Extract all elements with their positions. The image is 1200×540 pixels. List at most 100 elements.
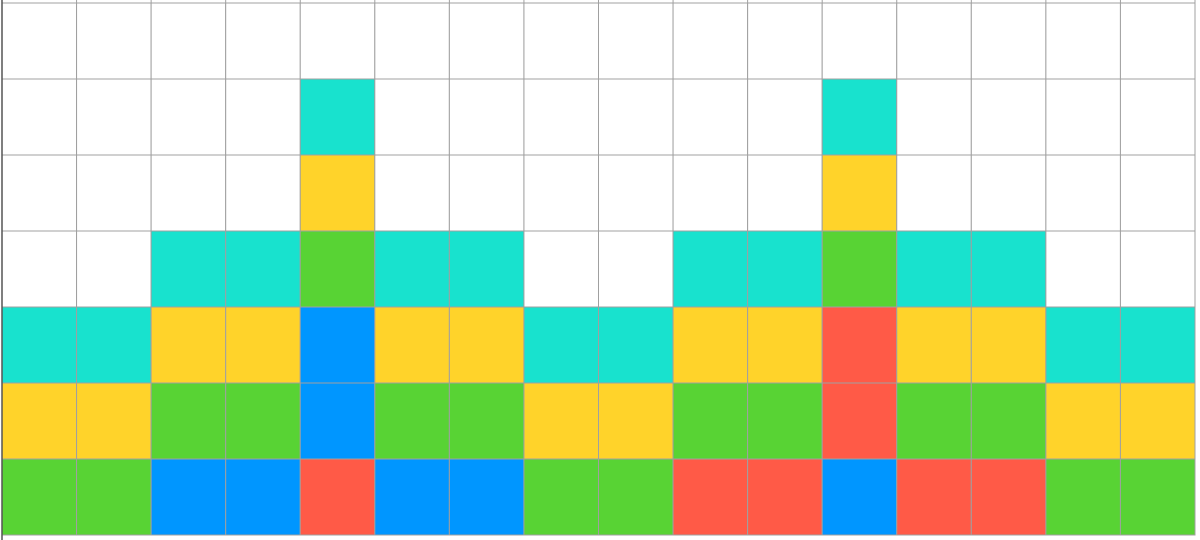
block (374, 306, 450, 384)
empty-cell (1119, 78, 1196, 156)
block (821, 382, 898, 460)
empty-cell (672, 2, 749, 80)
block (1119, 382, 1196, 460)
block (672, 458, 749, 536)
block (76, 382, 152, 460)
empty-cell (374, 154, 450, 232)
empty-cell (523, 78, 599, 156)
block (374, 230, 450, 308)
block (896, 382, 972, 460)
block (299, 306, 376, 384)
block (598, 458, 674, 536)
block (374, 458, 450, 536)
block (448, 306, 525, 384)
empty-cell (76, 2, 152, 80)
block (970, 306, 1047, 384)
block (896, 306, 972, 384)
block (970, 458, 1047, 536)
block (821, 154, 898, 232)
block (299, 230, 376, 308)
empty-cell (1119, 154, 1196, 232)
empty-cell (299, 2, 376, 80)
block (1, 458, 78, 536)
block (598, 382, 674, 460)
block (150, 458, 227, 536)
empty-cell (225, 2, 301, 80)
empty-cell (150, 2, 227, 80)
block (150, 230, 227, 308)
empty-cell (1, 78, 78, 156)
empty-cell (1, 154, 78, 232)
empty-cell (970, 2, 1047, 80)
empty-cell (1119, 230, 1196, 308)
block (299, 458, 376, 536)
block (821, 458, 898, 536)
empty-cell (598, 230, 674, 308)
block (672, 306, 749, 384)
block (225, 306, 301, 384)
block (747, 306, 823, 384)
empty-cell (747, 154, 823, 232)
empty-cell (1119, 2, 1196, 80)
block (821, 230, 898, 308)
empty-cell (970, 78, 1047, 156)
block (523, 458, 599, 536)
block (523, 306, 599, 384)
block (747, 458, 823, 536)
block (1119, 306, 1196, 384)
empty-cell (672, 78, 749, 156)
empty-cell (448, 2, 525, 80)
empty-cell (747, 78, 823, 156)
block (896, 230, 972, 308)
empty-cell (1045, 154, 1121, 232)
empty-cell (1, 230, 78, 308)
block (1119, 458, 1196, 536)
empty-cell (523, 154, 599, 232)
block (896, 458, 972, 536)
block (225, 230, 301, 308)
block (1045, 458, 1121, 536)
block (299, 154, 376, 232)
empty-cell (225, 154, 301, 232)
empty-cell (747, 2, 823, 80)
empty-cell (523, 2, 599, 80)
empty-cell (598, 154, 674, 232)
block (747, 382, 823, 460)
block (598, 306, 674, 384)
empty-cell (448, 154, 525, 232)
block (970, 382, 1047, 460)
empty-cell (76, 230, 152, 308)
empty-cell (1045, 2, 1121, 80)
block (225, 458, 301, 536)
block (225, 382, 301, 460)
empty-cell (523, 230, 599, 308)
block (1045, 306, 1121, 384)
empty-cell (225, 78, 301, 156)
block (523, 382, 599, 460)
block (150, 382, 227, 460)
block (821, 78, 898, 156)
empty-cell (374, 78, 450, 156)
block (1, 382, 78, 460)
empty-cell (1, 2, 78, 80)
empty-cell (896, 154, 972, 232)
empty-cell (150, 154, 227, 232)
block (1045, 382, 1121, 460)
block (76, 306, 152, 384)
empty-cell (970, 154, 1047, 232)
empty-cell (821, 2, 898, 80)
block (970, 230, 1047, 308)
empty-cell (896, 78, 972, 156)
empty-cell (76, 78, 152, 156)
empty-cell (448, 78, 525, 156)
block (150, 306, 227, 384)
block (672, 230, 749, 308)
empty-cell (598, 2, 674, 80)
block (374, 382, 450, 460)
block (747, 230, 823, 308)
block (821, 306, 898, 384)
empty-cell (1045, 78, 1121, 156)
block (448, 230, 525, 308)
